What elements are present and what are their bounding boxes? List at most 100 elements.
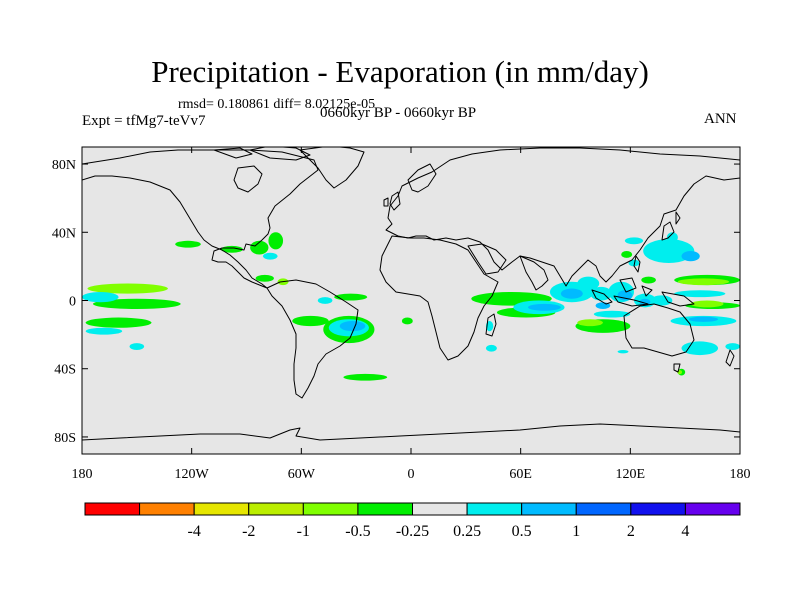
anomaly-region (624, 237, 644, 245)
coastline-africa (379, 235, 499, 361)
anomaly-region (317, 297, 333, 304)
colorbar-bin (684, 502, 741, 516)
anomaly-region (690, 300, 724, 308)
colorbar-label: -4 (188, 523, 201, 540)
anomaly-region (268, 232, 284, 250)
anomaly-region (560, 288, 583, 299)
period-label: 0660kyr BP - 0660kyr BP (320, 105, 477, 121)
colorbar-label: 0.5 (512, 523, 532, 540)
coastline-arabia (467, 243, 507, 275)
anomaly-region (577, 319, 603, 327)
coastline-indonesia (591, 277, 695, 307)
colorbar-bin (302, 502, 359, 516)
latitude-axis: 80N 40N 0 40S 80S (52, 158, 740, 446)
lon-tick-label: 180 (730, 467, 751, 482)
anomaly-region (527, 303, 561, 311)
lat-tick-label: 40N (52, 226, 76, 241)
colorbar-bin (357, 502, 413, 516)
anomaly-layer (82, 232, 740, 381)
anomaly-region (85, 317, 152, 328)
colorbar-label: 1 (572, 523, 580, 540)
anomaly-region (688, 316, 719, 322)
anomaly-region (725, 343, 740, 350)
anomaly-region (175, 240, 201, 248)
coastline-antarctica (82, 423, 740, 441)
lon-tick-label: 0 (408, 467, 415, 482)
anomaly-region (255, 274, 274, 282)
colorbar-bin (139, 502, 195, 516)
anomaly-region (129, 343, 145, 350)
coastline-madagascar (485, 313, 497, 337)
colorbar-label: -2 (242, 523, 255, 540)
colorbar-bin (521, 502, 577, 516)
anomaly-region (650, 295, 673, 306)
lon-tick-label: 60E (509, 467, 532, 482)
anomaly-region (577, 276, 600, 291)
coastline-india (519, 255, 549, 291)
anomaly-region (617, 349, 629, 354)
anomaly-region (643, 239, 695, 263)
colorbar-bin (466, 502, 523, 516)
colorbar-label: 2 (627, 523, 635, 540)
anomaly-region (485, 344, 497, 352)
lon-tick-label: 120E (616, 467, 646, 482)
colorbar-bin (412, 502, 468, 516)
coastline-japan (661, 211, 681, 241)
anomaly-region (250, 240, 269, 255)
anomaly-region (339, 320, 366, 332)
lon-tick-label: 120W (175, 467, 210, 482)
anomaly-region (621, 251, 633, 258)
anomaly-region (674, 290, 726, 298)
colorbar-bins (84, 502, 741, 516)
anomaly-region (343, 373, 388, 381)
stats-label: rmsd= 0.180861 diff= 8.02125e-05 (178, 97, 376, 112)
longitude-axis: 180 120W 60W 0 60E 120E 180 (72, 147, 751, 482)
colorbar-label: 0.25 (453, 523, 481, 540)
anomaly-region (82, 291, 119, 303)
colorbar-label: -1 (297, 523, 310, 540)
colorbar-bin (248, 502, 304, 516)
anomaly-region (681, 251, 700, 262)
lat-tick-label: 80N (52, 158, 76, 173)
anomaly-region (85, 327, 123, 335)
coastline-uk (383, 191, 401, 211)
coastline-eurasia (385, 147, 740, 287)
map-background (82, 147, 740, 454)
figure-title: Precipitation - Evaporation (in mm/day) (151, 54, 649, 89)
season-label: ANN (704, 111, 737, 127)
lon-tick-label: 180 (72, 467, 93, 482)
coastline-arctic-islands (213, 147, 311, 161)
anomaly-region (641, 276, 656, 284)
anomaly-region (628, 259, 640, 267)
coastline-tasmania (673, 363, 681, 373)
colorbar-bin (84, 502, 141, 516)
lat-tick-label: 0 (69, 295, 76, 310)
lat-tick-label: 40S (54, 363, 76, 378)
coastline-philippines (633, 255, 641, 273)
coastline-hudson-bay (233, 165, 263, 193)
colorbar-labels: -4 -2 -1 -0.5 -0.25 0.25 0.5 1 2 4 (188, 523, 690, 540)
anomaly-region (666, 232, 678, 243)
coastline-scandinavia (407, 163, 437, 193)
anomaly-region (87, 283, 168, 294)
colorbar-bin (575, 502, 632, 516)
anomaly-region (292, 315, 329, 327)
anomaly-region (401, 317, 413, 325)
anomaly-region (677, 278, 730, 286)
colorbar-bin (630, 502, 686, 516)
lat-tick-label: 80S (54, 431, 76, 446)
colorbar-label: -0.5 (345, 523, 370, 540)
lon-tick-label: 60W (288, 467, 316, 482)
coastline-new-zealand (725, 349, 735, 367)
anomaly-region (334, 293, 368, 301)
coastline-south-america (266, 279, 359, 399)
colorbar-label: -0.25 (396, 523, 429, 540)
experiment-label: Expt = tfMg7-teVv7 (82, 113, 206, 129)
coastline-australia (623, 303, 695, 357)
anomaly-region (262, 252, 278, 260)
anomaly-region (92, 298, 181, 310)
coastlines (82, 147, 740, 441)
